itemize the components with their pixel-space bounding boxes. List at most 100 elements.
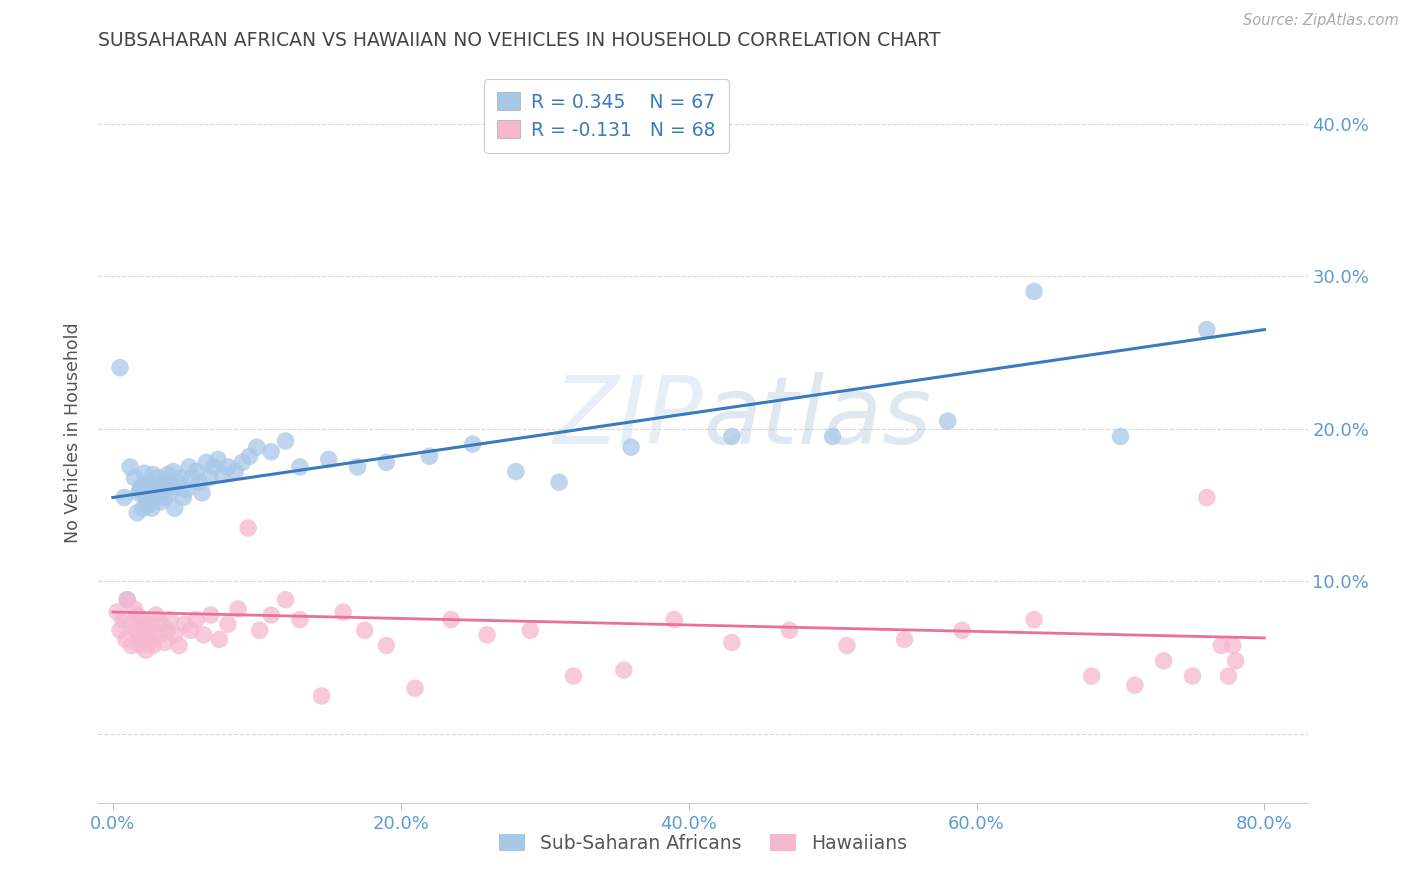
Point bbox=[936, 414, 959, 428]
Point bbox=[1181, 669, 1204, 683]
Point bbox=[236, 521, 259, 535]
Point bbox=[173, 617, 195, 632]
Point bbox=[131, 613, 153, 627]
Point bbox=[150, 617, 173, 632]
Point bbox=[193, 628, 215, 642]
Point bbox=[404, 681, 426, 696]
Point bbox=[156, 624, 179, 638]
Point bbox=[186, 465, 208, 479]
Point bbox=[202, 460, 225, 475]
Point bbox=[211, 467, 233, 482]
Point bbox=[1153, 654, 1175, 668]
Point bbox=[246, 440, 269, 454]
Point bbox=[375, 639, 398, 653]
Point bbox=[188, 475, 211, 490]
Point bbox=[141, 501, 163, 516]
Point bbox=[141, 617, 163, 632]
Point bbox=[148, 628, 170, 642]
Point bbox=[562, 669, 585, 683]
Point bbox=[149, 495, 172, 509]
Point bbox=[288, 460, 311, 475]
Point bbox=[132, 632, 155, 647]
Point bbox=[135, 643, 157, 657]
Point bbox=[129, 483, 152, 497]
Point bbox=[1222, 639, 1244, 653]
Point bbox=[249, 624, 271, 638]
Point bbox=[128, 486, 150, 500]
Point bbox=[139, 628, 162, 642]
Point bbox=[217, 617, 239, 632]
Point bbox=[145, 608, 167, 623]
Point bbox=[346, 460, 368, 475]
Point bbox=[112, 491, 135, 505]
Point bbox=[224, 465, 246, 479]
Point bbox=[128, 628, 150, 642]
Point bbox=[260, 444, 283, 458]
Text: atlas: atlas bbox=[703, 372, 931, 463]
Point bbox=[159, 613, 181, 627]
Point bbox=[311, 689, 333, 703]
Point bbox=[1195, 491, 1218, 505]
Point bbox=[163, 628, 186, 642]
Point bbox=[105, 605, 128, 619]
Point bbox=[120, 617, 142, 632]
Point bbox=[111, 613, 134, 627]
Point bbox=[120, 460, 142, 475]
Point bbox=[1123, 678, 1146, 692]
Point bbox=[440, 613, 463, 627]
Point bbox=[162, 465, 184, 479]
Point bbox=[125, 624, 148, 638]
Point bbox=[1022, 613, 1045, 627]
Point bbox=[519, 624, 541, 638]
Point bbox=[239, 450, 262, 464]
Point bbox=[1195, 322, 1218, 336]
Point bbox=[142, 639, 165, 653]
Point bbox=[318, 452, 340, 467]
Point bbox=[152, 480, 174, 494]
Point bbox=[260, 608, 283, 623]
Point bbox=[191, 486, 214, 500]
Point bbox=[274, 592, 297, 607]
Point bbox=[143, 480, 166, 494]
Point bbox=[548, 475, 571, 490]
Point bbox=[108, 624, 131, 638]
Y-axis label: No Vehicles in Household: No Vehicles in Household bbox=[65, 322, 83, 543]
Point bbox=[134, 624, 156, 638]
Text: Source: ZipAtlas.com: Source: ZipAtlas.com bbox=[1243, 13, 1399, 29]
Point bbox=[124, 470, 146, 484]
Point bbox=[150, 486, 173, 500]
Point bbox=[778, 624, 800, 638]
Point bbox=[418, 450, 440, 464]
Point bbox=[613, 663, 636, 677]
Point bbox=[135, 491, 157, 505]
Point bbox=[1080, 669, 1102, 683]
Point bbox=[835, 639, 858, 653]
Point bbox=[620, 440, 643, 454]
Point bbox=[1022, 285, 1045, 299]
Point bbox=[195, 455, 218, 469]
Point bbox=[169, 470, 191, 484]
Point bbox=[127, 506, 149, 520]
Point bbox=[148, 483, 170, 497]
Point bbox=[156, 467, 179, 482]
Point bbox=[179, 460, 201, 475]
Point bbox=[138, 635, 160, 649]
Point bbox=[226, 602, 249, 616]
Point bbox=[134, 466, 156, 480]
Point bbox=[142, 467, 165, 482]
Point bbox=[1218, 669, 1240, 683]
Point bbox=[200, 608, 222, 623]
Point bbox=[893, 632, 915, 647]
Point bbox=[139, 486, 162, 500]
Point bbox=[274, 434, 297, 448]
Point bbox=[1109, 429, 1132, 443]
Point bbox=[461, 437, 484, 451]
Point bbox=[332, 605, 354, 619]
Point bbox=[153, 635, 176, 649]
Point bbox=[145, 491, 167, 505]
Point bbox=[180, 624, 202, 638]
Point bbox=[174, 483, 197, 497]
Point bbox=[132, 501, 155, 516]
Point bbox=[720, 429, 742, 443]
Text: SUBSAHARAN AFRICAN VS HAWAIIAN NO VEHICLES IN HOUSEHOLD CORRELATION CHART: SUBSAHARAN AFRICAN VS HAWAIIAN NO VEHICL… bbox=[98, 30, 941, 50]
